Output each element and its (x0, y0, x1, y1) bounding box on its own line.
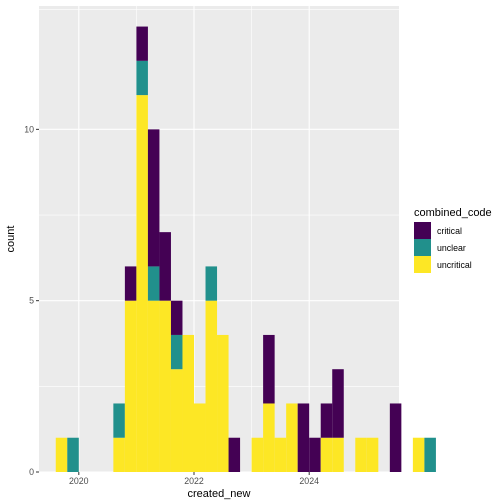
bar-uncritical (124, 300, 137, 472)
bar-unclear (424, 437, 436, 472)
legend-items: critical unclear uncritical (414, 222, 472, 273)
bar-uncritical (136, 95, 148, 473)
bar-critical (159, 232, 171, 301)
bar-uncritical (332, 437, 344, 472)
axes: 0 5 10 2020 2022 2024 (24, 124, 319, 486)
x-tick-label: 2022 (184, 476, 204, 486)
x-tick-label: 2024 (299, 476, 319, 486)
bar-uncritical (159, 300, 171, 472)
bar-unclear (147, 266, 160, 301)
bar-critical (309, 437, 321, 472)
bar-uncritical (263, 403, 275, 472)
bar-uncritical (251, 437, 264, 472)
bar-uncritical (320, 437, 333, 472)
bar-uncritical (147, 300, 160, 472)
bar-unclear (205, 266, 218, 301)
grid (39, 6, 399, 473)
bar-critical (228, 437, 241, 472)
bars (55, 26, 436, 473)
legend-title: combined_code (414, 207, 492, 219)
y-tick-label: 0 (29, 467, 34, 477)
legend-key-critical (414, 222, 431, 239)
bar-uncritical (412, 437, 425, 472)
bar-uncritical (217, 334, 229, 472)
bar-uncritical (182, 334, 194, 472)
legend-key-unclear (414, 239, 431, 256)
bar-unclear (136, 60, 148, 96)
legend-label-uncritical: uncritical (437, 260, 472, 270)
legend: combined_code critical unclear uncritical (414, 207, 492, 273)
legend-label-unclear: unclear (437, 243, 466, 253)
x-axis-title: created_new (188, 488, 251, 500)
bar-uncritical (205, 300, 218, 472)
bar-unclear (67, 437, 79, 472)
bar-uncritical (170, 369, 183, 472)
bar-uncritical (194, 403, 206, 472)
bar-critical (320, 403, 333, 438)
x-tick-label: 2020 (69, 476, 89, 486)
legend-label-critical: critical (437, 226, 462, 236)
y-axis-title: count (5, 226, 17, 253)
bar-uncritical (274, 437, 287, 472)
bar-critical (170, 300, 183, 335)
bar-critical (147, 129, 160, 267)
bar-uncritical (55, 437, 68, 472)
bar-critical (136, 26, 148, 61)
bar-critical (263, 334, 275, 404)
bar-uncritical (366, 437, 379, 472)
bar-uncritical (355, 437, 367, 472)
bar-uncritical (113, 437, 125, 472)
bar-critical (297, 403, 310, 472)
legend-key-uncritical (414, 256, 431, 273)
y-tick-label: 5 (29, 296, 34, 306)
bar-uncritical (286, 403, 298, 472)
bar-critical (389, 403, 402, 472)
bar-unclear (170, 334, 183, 370)
bar-critical (124, 266, 137, 301)
bar-critical (332, 369, 344, 438)
y-tick-label: 10 (24, 124, 34, 134)
bar-unclear (113, 403, 125, 438)
